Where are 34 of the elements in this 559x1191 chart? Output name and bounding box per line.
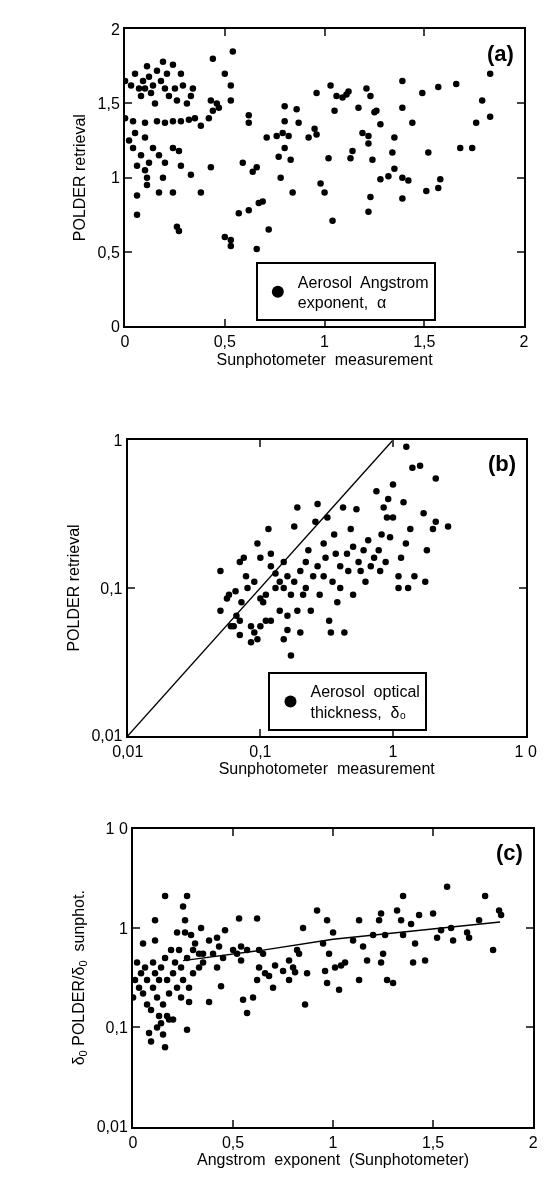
x-tick-label: 1 [388,743,398,761]
y-tick-label: 0,5 [97,243,120,261]
y-tick-label: 0 [110,317,120,335]
annotation: (a) [487,41,514,66]
x-tick-label: 1,5 [413,333,436,351]
y-tick-label: 2 [110,20,120,38]
x-axis-title: Sunphotometer measurement [218,760,436,778]
y-tick-label: 1 [110,169,120,187]
x-tick-label: 1 0 [514,743,537,761]
x-tick-label: 2 [528,1134,538,1152]
x-tick-label: 0,5 [221,1134,245,1152]
x-tick-label: 1 [328,1134,338,1152]
y-axis-title: POLDER retrieval [64,524,82,652]
x-axis-title: Angstrom exponent (Sunphotometer) [196,1151,470,1169]
line-series [182,921,501,962]
y-tick-label: 1 [118,919,128,937]
annotation: (b) [488,451,517,476]
x-tick-label: 0,5 [213,333,237,351]
legend-label: Aerosol optical thickness, δ₀ [310,683,420,722]
x-tick-label: 1,5 [421,1134,445,1152]
x-tick-label: 0,1 [249,743,272,761]
y-tick-label: 1 0 [105,820,128,838]
y-tick-label: 1,5 [97,94,120,112]
y-tick-label: 0,1 [100,579,123,597]
y-tick-label: 0,01 [96,1118,128,1136]
legend-label: Aerosol Angstrom exponent, α [297,273,429,312]
x-axis-title: Sunphotometer measurement [216,350,434,368]
y-tick-label: 0,1 [105,1019,128,1037]
y-axis-title: POLDER retrieval [71,114,89,242]
x-tick-label: 2 [519,333,529,351]
y-tick-label: 0,01 [91,727,123,745]
annotation: (c) [496,840,523,865]
y-tick-label: 1 [113,431,123,449]
x-tick-label: 1 [320,333,330,351]
